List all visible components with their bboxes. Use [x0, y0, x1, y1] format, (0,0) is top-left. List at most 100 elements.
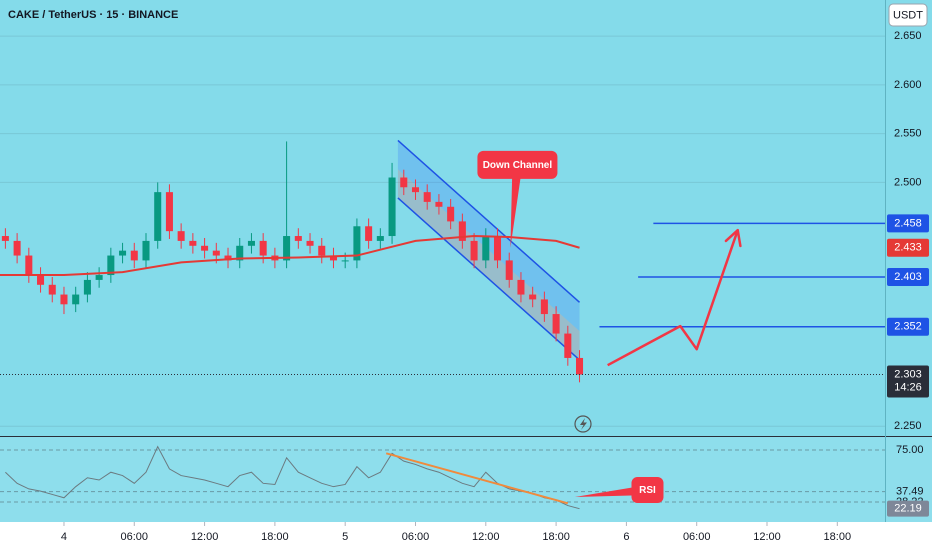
time-axis: [0, 522, 932, 550]
rsi-value-label: 22.19: [894, 503, 922, 515]
candle-body: [48, 284, 56, 295]
candle-body: [37, 275, 45, 285]
x-tick-label: 18:00: [261, 531, 289, 543]
candle-body: [259, 240, 267, 256]
candle-body: [83, 279, 91, 295]
candle-body: [376, 236, 384, 241]
price-label-box: [887, 214, 929, 233]
rsi-value-box: [887, 500, 929, 517]
chart-title: CAKE / TetherUS · 15 · BINANCE: [8, 9, 178, 21]
x-tick-label: 12:00: [753, 531, 781, 543]
alert-bolt[interactable]: [580, 418, 587, 430]
x-tick-label: 6: [623, 531, 629, 543]
candle-body: [529, 294, 537, 300]
candle-body: [224, 255, 232, 261]
callout-box: [631, 477, 664, 503]
candle-body: [493, 236, 502, 261]
callout-pointer: [510, 164, 523, 248]
candle-body: [25, 255, 33, 276]
candle-body: [552, 314, 560, 334]
candle-body: [564, 333, 572, 358]
candle-body: [72, 294, 80, 305]
candle-body: [411, 187, 420, 193]
y-tick-label: 2.250: [894, 420, 922, 432]
candle-body: [119, 250, 127, 256]
candle-body: [458, 221, 466, 241]
candle-body: [294, 236, 302, 241]
candle-body: [341, 260, 349, 262]
y-tick-label: 2.600: [894, 79, 922, 91]
candle-body: [423, 192, 431, 202]
candle-body: [447, 206, 455, 222]
x-tick-label: 06:00: [402, 531, 430, 543]
candle-body: [470, 240, 478, 261]
callout-pointer: [574, 485, 648, 497]
candle-body: [318, 245, 326, 256]
price-label-box: [887, 317, 929, 336]
candle-body: [388, 177, 396, 237]
price-label-box: [887, 238, 929, 257]
rsi-line: [5, 445, 580, 510]
callout-text: RSI: [639, 485, 656, 496]
alert-icon[interactable]: [574, 415, 592, 433]
candle-body: [201, 245, 209, 251]
projection-arrowhead: [736, 228, 742, 248]
rsi-trendline: [385, 452, 569, 505]
channel-lower: [397, 197, 581, 361]
projection-arrowhead: [724, 228, 739, 243]
callout-text: Down Channel: [483, 160, 553, 171]
x-tick-label: 4: [61, 531, 67, 543]
x-tick-label: 12:00: [191, 531, 219, 543]
x-tick-label: 12:00: [472, 531, 500, 543]
price-label-box: [887, 267, 929, 286]
candle-body: [212, 250, 220, 256]
y-tick-label: 2.550: [894, 128, 922, 140]
alert-circle[interactable]: [574, 415, 592, 433]
rsi-tick-label: 37.49: [896, 486, 924, 498]
price-label: 2.303: [894, 368, 922, 380]
candle-body: [247, 240, 255, 246]
candle-body: [365, 226, 373, 241]
channel-fill-lower: [397, 169, 580, 360]
callout-box: [477, 150, 558, 179]
candle-body: [353, 226, 361, 261]
y-tick-label: 2.650: [894, 30, 922, 42]
price-label: 2.458: [894, 217, 922, 229]
price-label: 2.433: [894, 242, 922, 254]
candle-body: [1, 236, 9, 241]
x-tick-label: 06:00: [683, 531, 711, 543]
projection-path: [607, 229, 739, 367]
channel-upper: [397, 139, 581, 303]
candle-body: [435, 201, 443, 207]
candle-body: [576, 357, 584, 375]
candle-body: [482, 236, 490, 261]
candle-body: [130, 250, 138, 261]
candle-body: [306, 240, 314, 246]
candle-body: [107, 255, 115, 276]
candle-body: [517, 279, 525, 295]
candle-body: [95, 275, 103, 280]
candle-body: [283, 236, 291, 261]
candle-body: [505, 260, 513, 280]
candle-body: [13, 240, 21, 256]
candle-body: [400, 177, 408, 188]
currency-box[interactable]: [888, 3, 928, 27]
candle-body: [165, 192, 173, 232]
y-tick-label: 2.500: [894, 176, 922, 188]
candle-body: [236, 245, 244, 261]
candle-body: [154, 192, 162, 241]
price-label-box: [887, 365, 929, 398]
currency-label[interactable]: USDT: [893, 9, 923, 21]
candle-body: [177, 231, 185, 241]
candle-body: [142, 240, 150, 261]
candle-body: [189, 240, 197, 246]
countdown: 14:26: [894, 381, 922, 393]
price-label: 2.403: [894, 271, 922, 283]
price-label: 2.352: [894, 321, 922, 333]
x-tick-label: 18:00: [542, 531, 570, 543]
x-tick-label: 5: [342, 531, 348, 543]
candle-body: [60, 294, 68, 305]
candle-body: [329, 255, 337, 261]
candle-body: [540, 299, 548, 315]
